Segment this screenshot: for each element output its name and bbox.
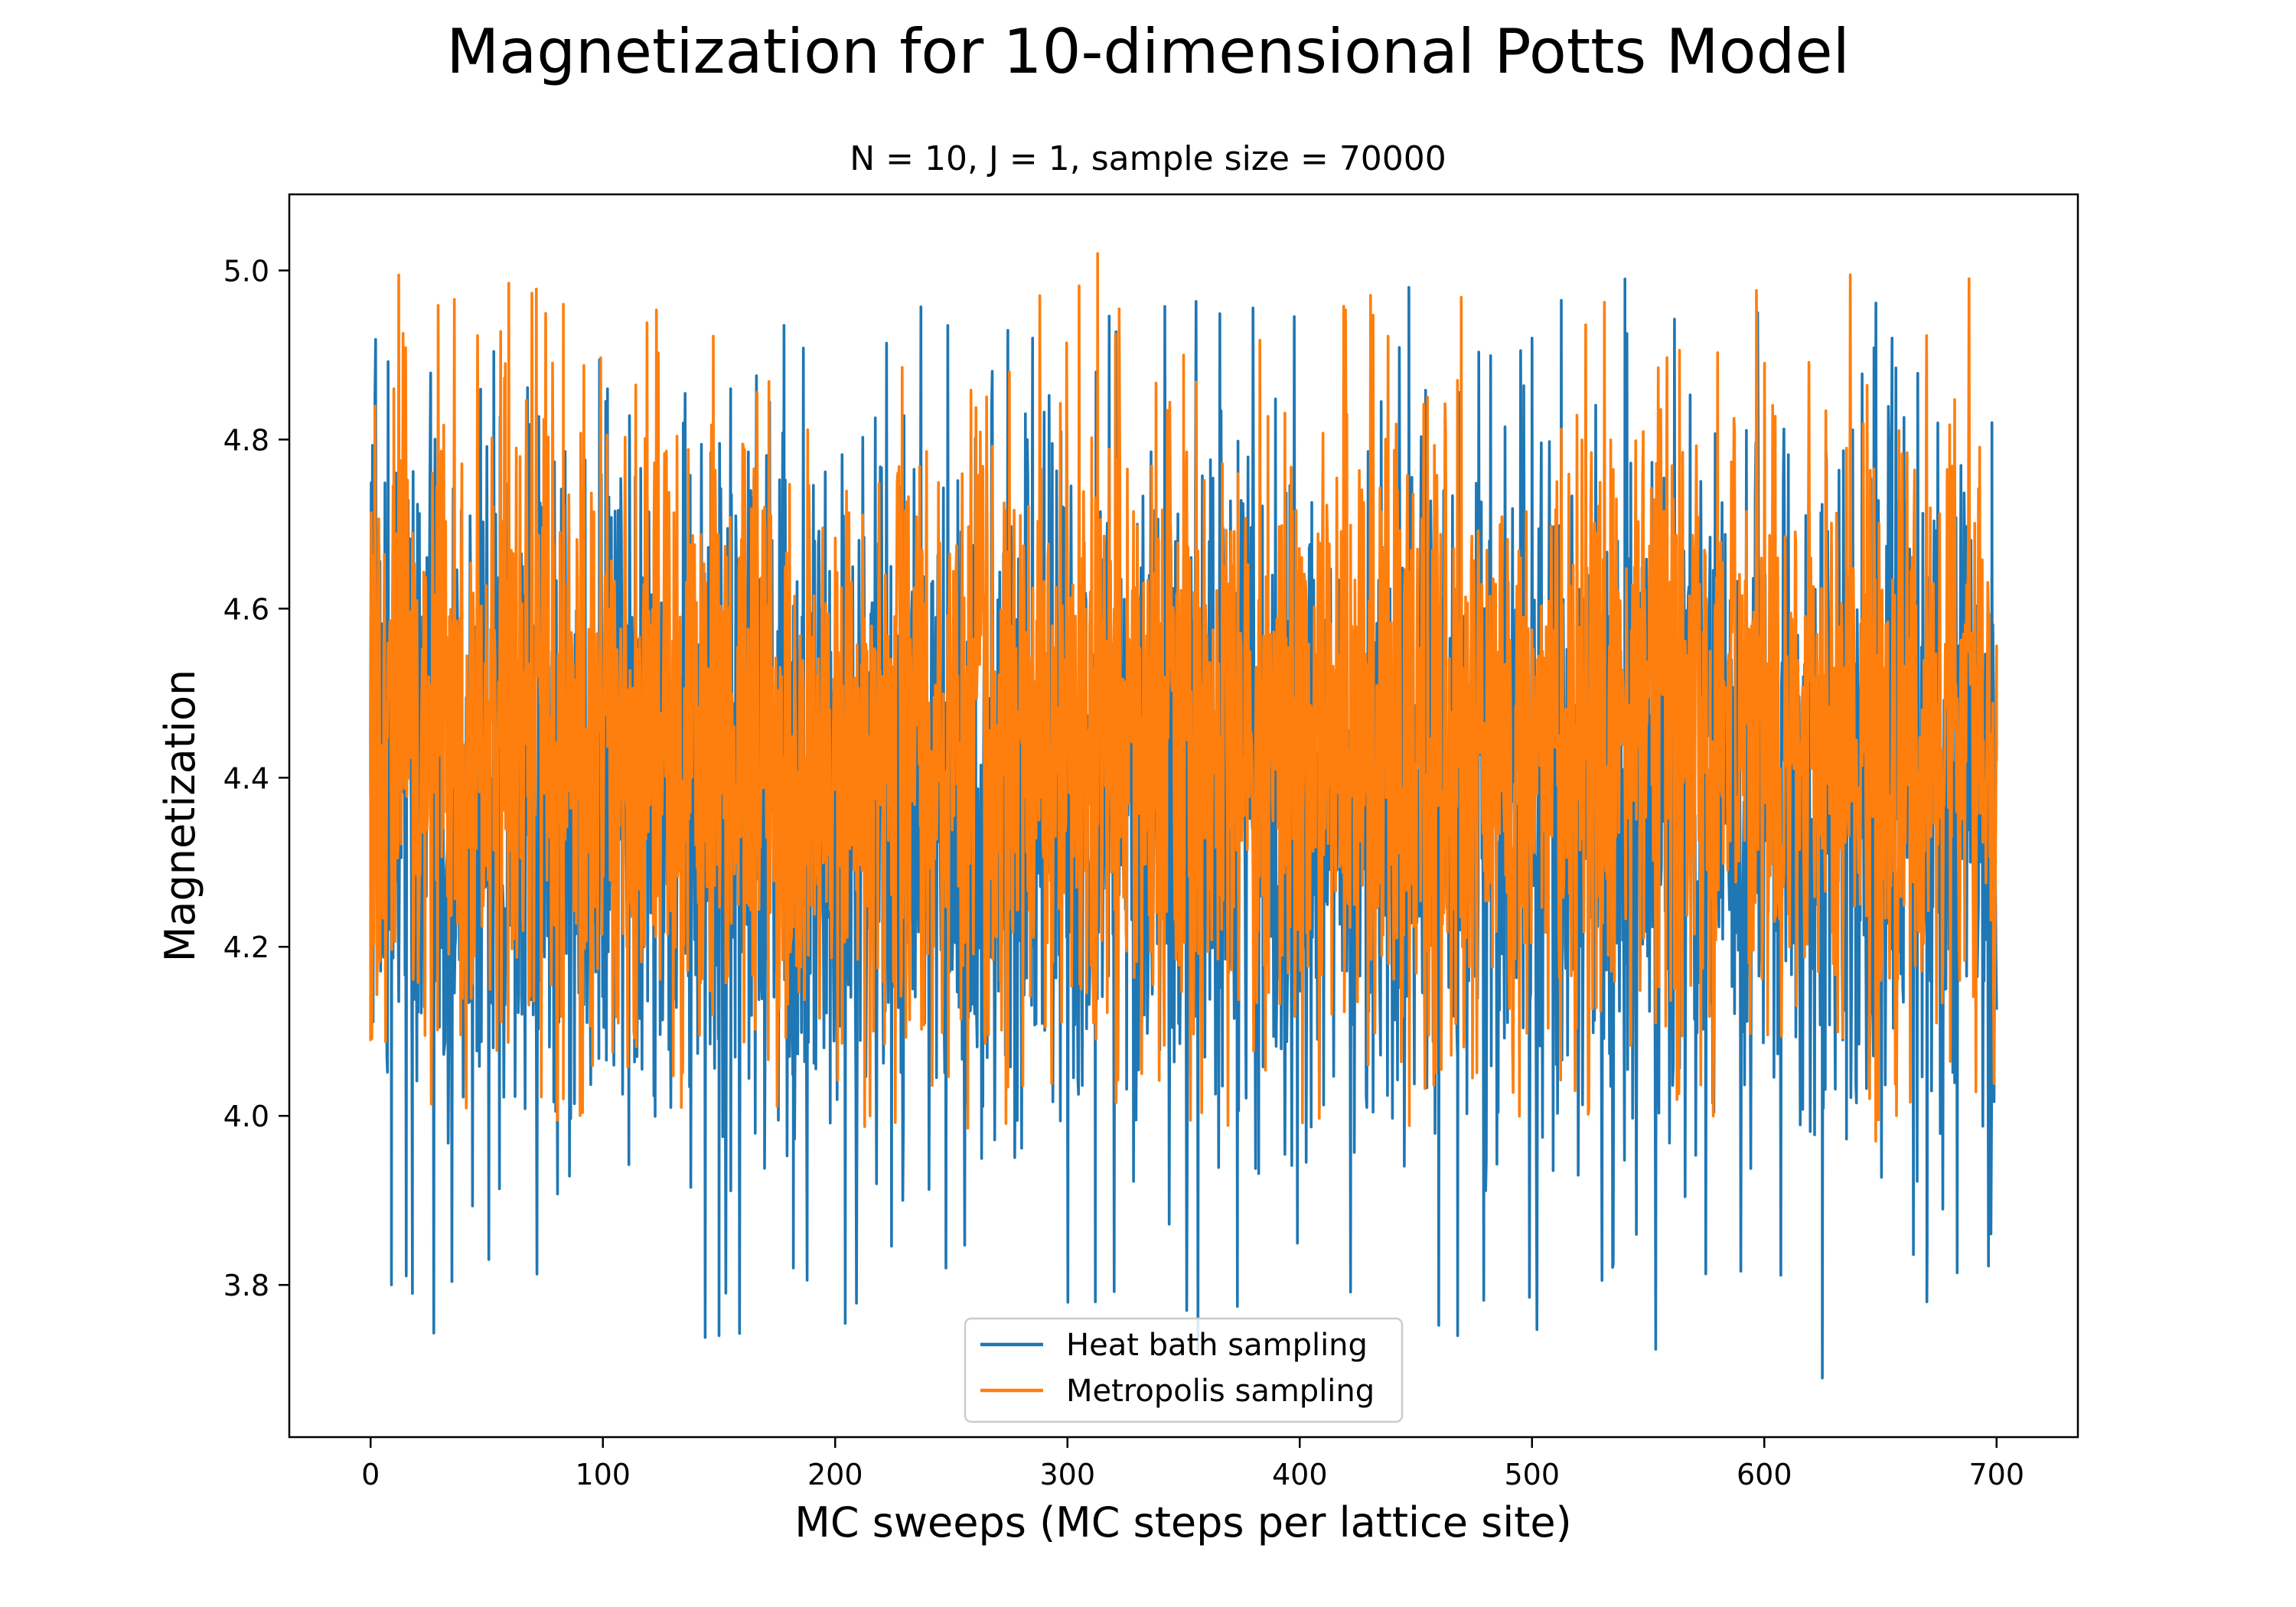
x-tick-label: 500 — [1504, 1458, 1560, 1491]
x-tick-label: 400 — [1272, 1458, 1328, 1491]
y-tick-label: 4.0 — [223, 1100, 269, 1133]
y-tick-label: 3.8 — [223, 1269, 269, 1302]
series-layer — [369, 252, 1998, 1380]
legend-label-heat-bath: Heat bath sampling — [1066, 1328, 1368, 1363]
y-tick-label: 4.2 — [223, 931, 269, 964]
x-tick-label: 200 — [807, 1458, 863, 1491]
x-tick-label: 300 — [1039, 1458, 1095, 1491]
x-tick-label: 0 — [361, 1458, 380, 1491]
y-tick-label: 5.0 — [223, 254, 269, 288]
chart-subtitle: N = 10, J = 1, sample size = 70000 — [850, 139, 1446, 178]
x-tick-label: 600 — [1737, 1458, 1792, 1491]
series-line-metropolis — [369, 252, 1998, 1143]
x-tick-label: 100 — [575, 1458, 631, 1491]
x-axis-label: MC sweeps (MC steps per lattice site) — [794, 1498, 1571, 1547]
plot-frame — [288, 193, 2079, 1439]
y-tick-label: 4.4 — [223, 761, 269, 795]
y-axis: 3.8 4.0 4.2 4.4 4.6 4.8 5.0 — [223, 254, 289, 1302]
y-axis-label: Magnetization — [156, 670, 204, 962]
x-tick-label: 700 — [1969, 1458, 2025, 1491]
legend: Heat bath sampling Metropolis sampling — [964, 1317, 1404, 1423]
y-tick-label: 4.6 — [223, 592, 269, 626]
legend-label-metropolis: Metropolis sampling — [1066, 1374, 1375, 1409]
chart-title: Magnetization for 10-dimensional Potts M… — [446, 16, 1850, 87]
y-tick-label: 4.8 — [223, 423, 269, 457]
x-axis: 0 100 200 300 400 500 600 700 — [361, 1437, 2024, 1491]
legend-box — [964, 1317, 1404, 1423]
